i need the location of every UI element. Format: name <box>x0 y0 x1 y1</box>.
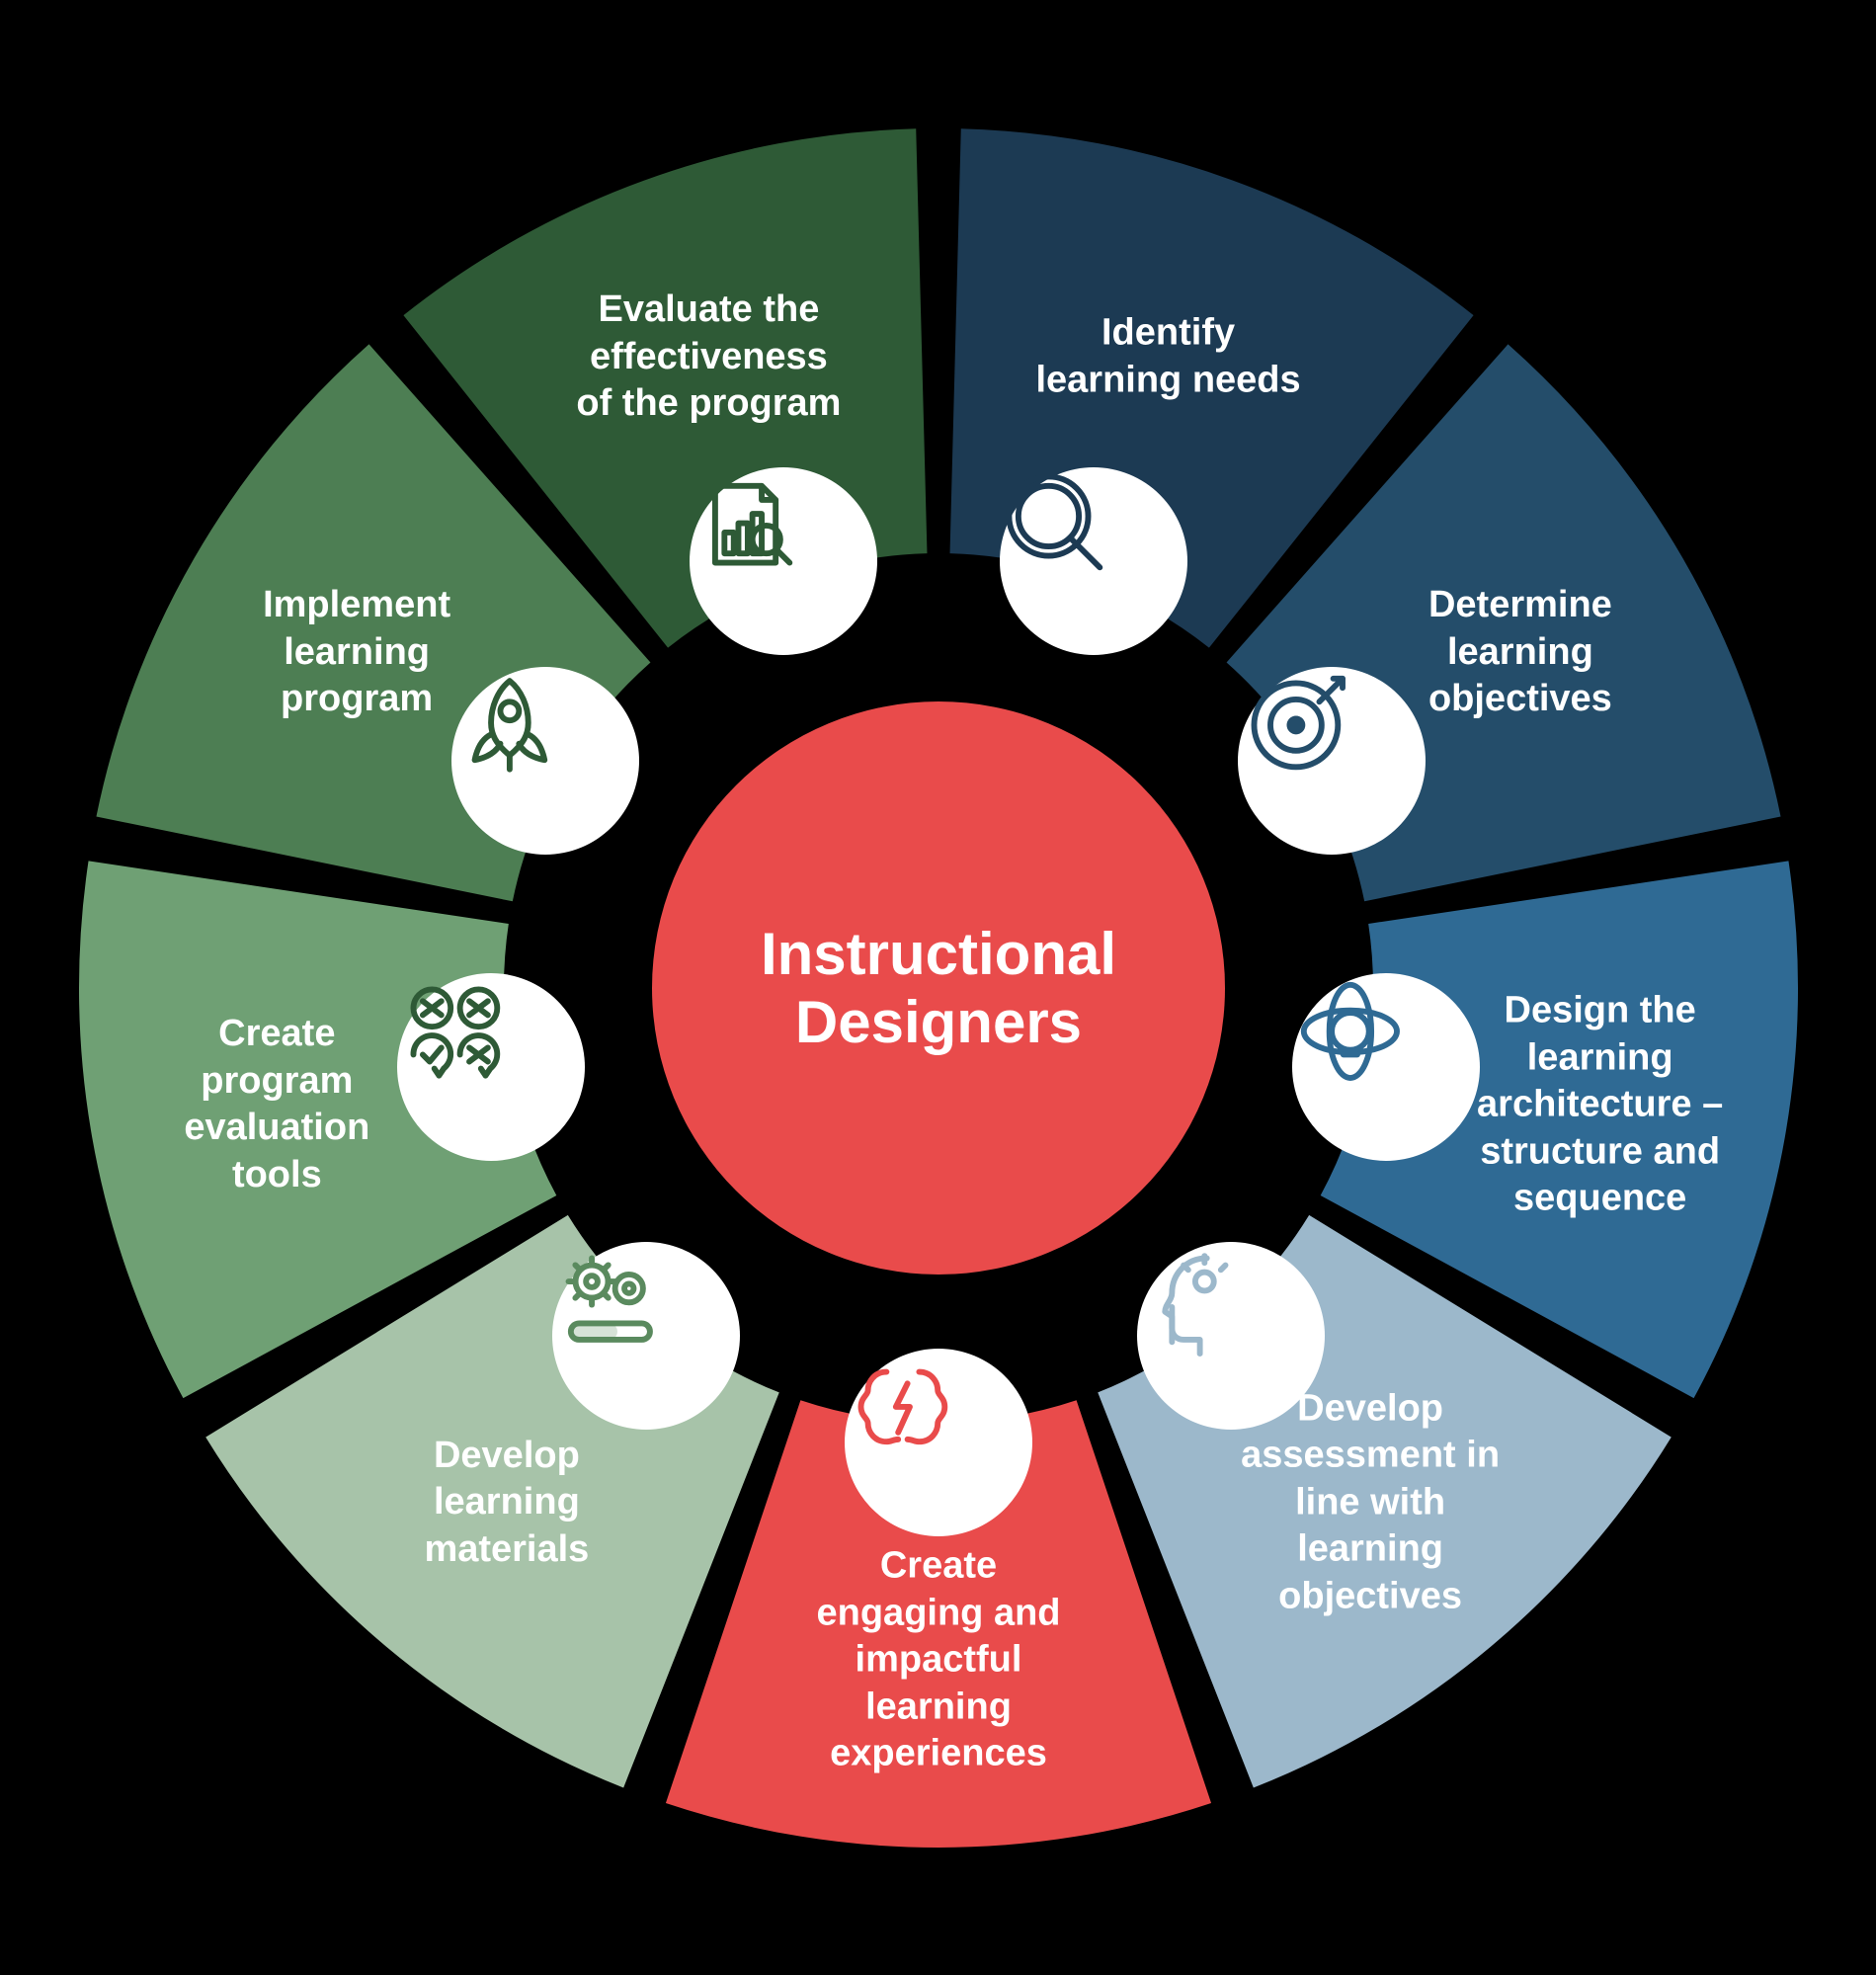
segment-icon-disc-6 <box>397 973 585 1161</box>
head-idea-icon <box>1137 1242 1254 1358</box>
segment-label-2: Design thelearningarchitecture –structur… <box>1432 987 1768 1222</box>
segment-icon-disc-1 <box>1238 667 1426 855</box>
target-icon <box>1238 667 1354 783</box>
center-label-line2: Designers <box>795 989 1082 1055</box>
chat-check-icon <box>397 973 514 1090</box>
segment-label-8: Evaluate theeffectivenessof the program <box>540 287 876 428</box>
segment-icon-disc-5 <box>552 1242 740 1430</box>
magnifier-icon <box>1000 467 1116 584</box>
segment-icon-disc-0 <box>1000 467 1187 655</box>
segment-icon-disc-4 <box>845 1349 1032 1536</box>
segment-icon-disc-7 <box>451 667 639 855</box>
segment-label-5: Developlearningmaterials <box>339 1433 675 1574</box>
gears-bar-icon <box>552 1242 669 1358</box>
segment-icon-disc-2 <box>1292 973 1480 1161</box>
report-search-icon <box>690 467 806 584</box>
segment-label-0: Identifylearning needs <box>1001 310 1337 404</box>
segment-icon-disc-3 <box>1137 1242 1325 1430</box>
center-label: InstructionalDesigners <box>672 920 1205 1056</box>
segment-label-6: Createprogramevaluationtools <box>109 1011 445 1198</box>
segment-icon-disc-8 <box>690 467 877 655</box>
bulb-orbit-icon <box>1292 973 1409 1090</box>
brain-bolt-icon <box>845 1349 961 1465</box>
center-label-line1: Instructional <box>761 921 1116 987</box>
wheel-diagram: InstructionalDesigners Identifylearning n… <box>0 0 1876 1975</box>
rocket-icon <box>451 667 568 783</box>
segment-label-4: Createengaging andimpactfullearningexper… <box>771 1542 1106 1777</box>
